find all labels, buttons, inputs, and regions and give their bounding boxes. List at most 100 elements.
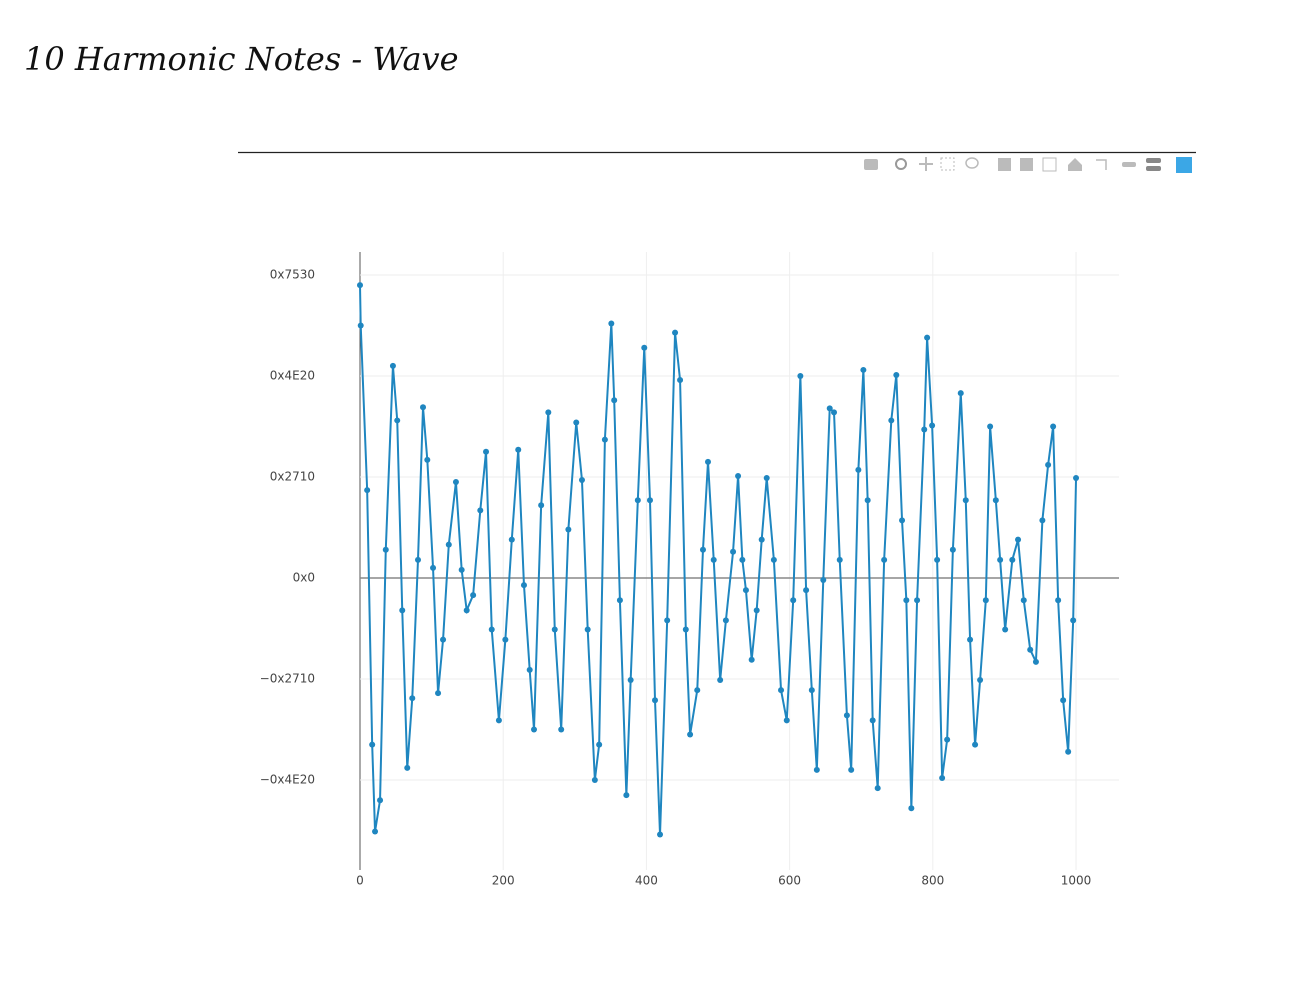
data-point bbox=[893, 371, 900, 378]
data-point bbox=[1009, 556, 1016, 563]
data-point bbox=[551, 626, 558, 633]
data-point bbox=[652, 697, 659, 704]
data-point bbox=[483, 448, 490, 455]
data-point bbox=[445, 541, 452, 548]
zoom-in-button[interactable] bbox=[998, 158, 1011, 171]
data-point bbox=[797, 372, 804, 379]
data-point bbox=[748, 656, 755, 663]
y-tick-label: −0x4E20 bbox=[260, 772, 315, 786]
data-point bbox=[369, 741, 376, 748]
pan-button[interactable] bbox=[919, 157, 933, 171]
data-point bbox=[982, 597, 989, 604]
hover-closest-button[interactable] bbox=[1122, 162, 1136, 167]
data-point bbox=[372, 828, 379, 835]
data-point bbox=[608, 320, 615, 327]
data-point bbox=[977, 677, 984, 684]
data-point bbox=[778, 687, 785, 694]
y-tick-label: 0x2710 bbox=[270, 469, 315, 483]
data-point bbox=[710, 556, 717, 563]
data-point bbox=[515, 446, 522, 453]
data-point bbox=[677, 377, 684, 384]
data-point bbox=[596, 741, 603, 748]
data-point bbox=[1039, 517, 1046, 524]
zoom-out-button[interactable] bbox=[1020, 158, 1033, 171]
data-point bbox=[888, 417, 895, 424]
data-point bbox=[1060, 697, 1067, 704]
data-point bbox=[440, 636, 447, 643]
data-point bbox=[470, 592, 477, 599]
data-point bbox=[389, 362, 396, 369]
data-point bbox=[704, 458, 711, 465]
data-point bbox=[584, 626, 591, 633]
data-point bbox=[502, 636, 509, 643]
data-point bbox=[404, 764, 411, 771]
data-point bbox=[558, 726, 565, 733]
data-point bbox=[452, 479, 459, 486]
data-point bbox=[623, 792, 630, 799]
data-point bbox=[742, 587, 749, 594]
data-point bbox=[855, 466, 862, 473]
data-point bbox=[545, 409, 552, 416]
plotly-logo[interactable] bbox=[1176, 157, 1192, 173]
page-title: 10 Harmonic Notes - Wave bbox=[24, 40, 459, 78]
y-tick-label: −0x2710 bbox=[260, 671, 315, 685]
data-point bbox=[382, 546, 389, 553]
data-point bbox=[1065, 748, 1072, 755]
data-point bbox=[477, 507, 484, 514]
data-point bbox=[694, 687, 701, 694]
data-point bbox=[409, 695, 416, 702]
data-point bbox=[646, 497, 653, 504]
autoscale-button[interactable] bbox=[1042, 157, 1057, 172]
data-point bbox=[1055, 597, 1062, 604]
data-point bbox=[664, 617, 671, 624]
data-point bbox=[860, 366, 867, 373]
data-point bbox=[488, 626, 495, 633]
data-point bbox=[538, 502, 545, 509]
data-point bbox=[357, 282, 363, 289]
data-point bbox=[848, 766, 855, 773]
data-point bbox=[939, 774, 946, 781]
data-point bbox=[992, 497, 999, 504]
data-point bbox=[508, 536, 515, 543]
data-point bbox=[949, 546, 956, 553]
data-point bbox=[1027, 646, 1034, 653]
data-point bbox=[357, 322, 364, 329]
spike-button[interactable] bbox=[1096, 159, 1107, 170]
zoom-button[interactable] bbox=[895, 158, 907, 170]
data-point bbox=[753, 607, 760, 614]
data-point bbox=[530, 726, 537, 733]
data-point bbox=[591, 776, 598, 783]
data-point bbox=[934, 556, 941, 563]
reset-button[interactable] bbox=[1068, 158, 1082, 171]
x-tick-label: 0 bbox=[356, 874, 364, 888]
hover-compare-button[interactable] bbox=[1146, 158, 1161, 163]
data-point bbox=[730, 548, 737, 555]
data-point bbox=[987, 423, 994, 430]
data-point bbox=[565, 526, 572, 533]
data-point bbox=[881, 556, 888, 563]
data-point bbox=[820, 577, 827, 584]
data-point bbox=[394, 417, 401, 424]
data-point bbox=[826, 405, 833, 412]
data-point bbox=[717, 677, 724, 684]
data-point bbox=[957, 390, 964, 397]
data-point bbox=[929, 422, 936, 429]
data-point bbox=[520, 582, 527, 589]
data-point bbox=[495, 717, 502, 724]
data-point bbox=[430, 564, 437, 571]
data-point bbox=[908, 805, 915, 812]
select-button[interactable] bbox=[940, 157, 955, 171]
camera-button[interactable] bbox=[864, 159, 878, 170]
x-tick-label: 600 bbox=[778, 874, 801, 888]
data-point bbox=[899, 517, 906, 524]
lasso-button[interactable] bbox=[965, 157, 979, 169]
data-point bbox=[1032, 658, 1039, 665]
data-point bbox=[831, 409, 838, 416]
data-point bbox=[808, 687, 815, 694]
data-point bbox=[641, 344, 648, 351]
data-point bbox=[843, 712, 850, 719]
data-point bbox=[967, 636, 974, 643]
data-point bbox=[611, 397, 618, 404]
